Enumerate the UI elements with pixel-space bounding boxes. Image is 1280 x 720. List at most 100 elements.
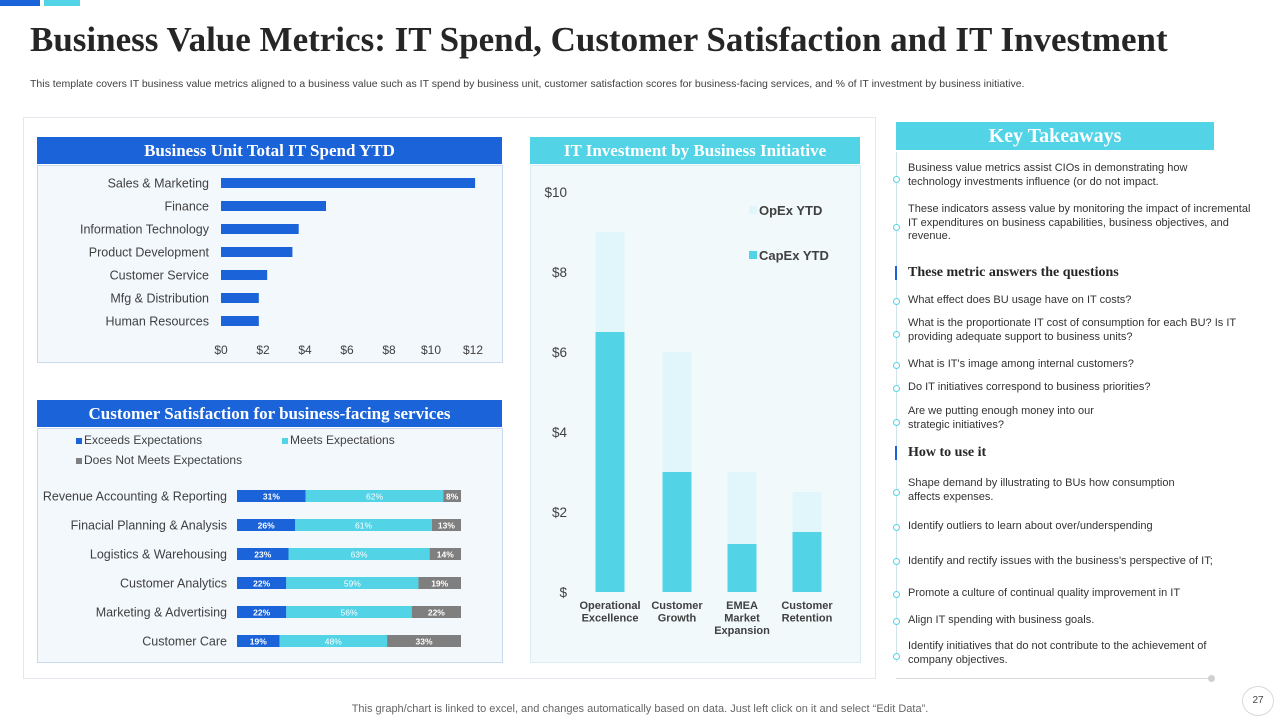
timeline-dot bbox=[893, 591, 900, 598]
investment-category-label: EMEA bbox=[726, 600, 758, 612]
page-subtitle: This template covers IT business value m… bbox=[30, 78, 1025, 90]
use-item: Shape demand by illustrating to BUs how … bbox=[908, 477, 1175, 503]
section-marker bbox=[895, 266, 897, 280]
footer-note: This graph/chart is linked to excel, and… bbox=[351, 703, 929, 715]
investment-chart-title: IT Investment by Business Initiative bbox=[530, 137, 860, 164]
spend-category-label: Finance bbox=[165, 200, 210, 214]
use-heading: How to use it bbox=[908, 445, 987, 460]
satisfaction-bar-segment bbox=[237, 577, 287, 589]
investment-bar-segment bbox=[727, 544, 757, 592]
spend-x-tick: $12 bbox=[463, 343, 483, 357]
satisfaction-category-label: Marketing & Advertising bbox=[96, 606, 227, 620]
satisfaction-category-label: Revenue Accounting & Reporting bbox=[43, 490, 227, 504]
question-item: What is the proportionate IT cost of con… bbox=[908, 317, 1236, 343]
satisfaction-data-label: 48% bbox=[325, 637, 342, 647]
satisfaction-bar-segment bbox=[418, 577, 461, 589]
spend-chart-title: Business Unit Total IT Spend YTD bbox=[37, 137, 502, 164]
takeaways-timeline-line bbox=[896, 152, 897, 662]
accent-bar-blue bbox=[0, 0, 40, 6]
spend-category-label: Mfg & Distribution bbox=[110, 292, 209, 306]
satisfaction-bar-segment bbox=[279, 635, 388, 647]
takeaway-intro-2: These indicators assess value by monitor… bbox=[908, 203, 1251, 242]
satisfaction-data-label: 19% bbox=[431, 579, 448, 589]
timeline-dot bbox=[893, 385, 900, 392]
investment-legend-label: CapEx YTD bbox=[759, 248, 829, 263]
question-item: Are we putting enough money into our str… bbox=[908, 405, 1094, 431]
spend-x-tick: $8 bbox=[382, 343, 396, 357]
investment-bar-segment bbox=[595, 332, 625, 592]
satisfaction-chart[interactable]: Exceeds Expectations Meets Expectations Do… bbox=[38, 429, 502, 662]
spend-x-tick: $2 bbox=[256, 343, 270, 357]
spend-category-label: Product Development bbox=[89, 246, 210, 260]
investment-legend-label: OpEx YTD bbox=[759, 203, 822, 218]
satisfaction-chart-panel: Exceeds Expectations Meets Expectations Do… bbox=[37, 428, 503, 663]
spend-category-label: Human Resources bbox=[105, 315, 209, 329]
timeline-dot bbox=[893, 618, 900, 625]
timeline-dot bbox=[893, 419, 900, 426]
satisfaction-legend-swatch bbox=[76, 458, 82, 464]
investment-bar-segment bbox=[792, 532, 822, 592]
spend-bar bbox=[221, 270, 268, 280]
investment-category-label: Retention bbox=[782, 613, 833, 625]
spend-chart-panel: Sales & Marketing Finance Information Tech… bbox=[37, 165, 503, 363]
use-item: Promote a culture of continual quality i… bbox=[908, 587, 1181, 599]
spend-category-label: Sales & Marketing bbox=[108, 177, 209, 191]
use-item: Identify outliers to learn about over/un… bbox=[908, 520, 1153, 532]
investment-chart-panel: $10 $8 $6 $4 $2 $ Operational Excellence Custome… bbox=[530, 165, 861, 663]
page-title: Business Value Metrics: IT Spend, Custom… bbox=[30, 20, 1168, 59]
spend-bar bbox=[221, 224, 299, 234]
spend-chart[interactable]: Sales & Marketing Finance Information Tech… bbox=[38, 166, 502, 362]
investment-bar-segment bbox=[662, 472, 692, 592]
investment-y-tick: $4 bbox=[552, 425, 568, 440]
satisfaction-data-label: 59% bbox=[344, 579, 361, 589]
satisfaction-bar-segment bbox=[237, 490, 306, 502]
spend-bar bbox=[221, 201, 326, 211]
investment-y-tick: $6 bbox=[552, 345, 567, 360]
investment-category-label: Operational bbox=[579, 600, 640, 612]
investment-y-tick: $ bbox=[559, 585, 567, 600]
satisfaction-data-label: 63% bbox=[351, 550, 368, 560]
satisfaction-data-label: 62% bbox=[366, 492, 383, 502]
satisfaction-bar-segment bbox=[286, 606, 412, 618]
investment-bar-segment bbox=[595, 232, 625, 332]
timeline-dot bbox=[893, 362, 900, 369]
section-marker bbox=[895, 446, 897, 460]
satisfaction-bar-segment bbox=[288, 548, 430, 560]
investment-legend-swatch bbox=[749, 206, 757, 214]
satisfaction-data-label: 13% bbox=[438, 521, 455, 531]
question-item: What is IT's image among internal custom… bbox=[908, 358, 1134, 370]
investment-category-label: Expansion bbox=[714, 625, 770, 637]
timeline-dot bbox=[893, 489, 900, 496]
satisfaction-data-label: 56% bbox=[340, 608, 357, 618]
key-takeaways-title: Key Takeaways bbox=[896, 122, 1214, 150]
investment-y-tick: $2 bbox=[552, 505, 567, 520]
question-item: What effect does BU usage have on IT cos… bbox=[908, 294, 1132, 306]
accent-bar-cyan bbox=[44, 0, 80, 6]
satisfaction-legend-label: Does Not Meets Expectations bbox=[84, 453, 242, 467]
takeaway-intro-1: Business value metrics assist CIOs in de… bbox=[908, 162, 1188, 188]
satisfaction-data-label: 31% bbox=[263, 492, 280, 502]
satisfaction-legend-swatch bbox=[76, 438, 82, 444]
timeline-dot bbox=[893, 224, 900, 231]
satisfaction-bar-segment bbox=[295, 519, 432, 531]
page-number: 27 bbox=[1242, 686, 1274, 716]
investment-category-label: Growth bbox=[658, 613, 697, 625]
satisfaction-bar-segment bbox=[305, 490, 444, 502]
satisfaction-bar-segment bbox=[237, 548, 289, 560]
satisfaction-category-label: Customer Care bbox=[142, 635, 227, 649]
satisfaction-category-label: Finacial Planning & Analysis bbox=[71, 519, 227, 533]
spend-x-tick: $4 bbox=[298, 343, 312, 357]
use-item: Identify initiatives that do not contrib… bbox=[908, 640, 1207, 666]
investment-category-label: Excellence bbox=[582, 613, 639, 625]
satisfaction-bar-segment bbox=[286, 577, 419, 589]
satisfaction-bar-segment bbox=[429, 548, 461, 560]
investment-bar-segment bbox=[727, 472, 757, 544]
investment-y-tick: $10 bbox=[544, 185, 567, 200]
spend-bar bbox=[221, 316, 259, 326]
investment-category-label: Customer bbox=[651, 600, 703, 612]
spend-x-tick: $0 bbox=[214, 343, 228, 357]
investment-legend-swatch bbox=[749, 251, 757, 259]
spend-x-tick: $6 bbox=[340, 343, 354, 357]
timeline-dot bbox=[893, 558, 900, 565]
